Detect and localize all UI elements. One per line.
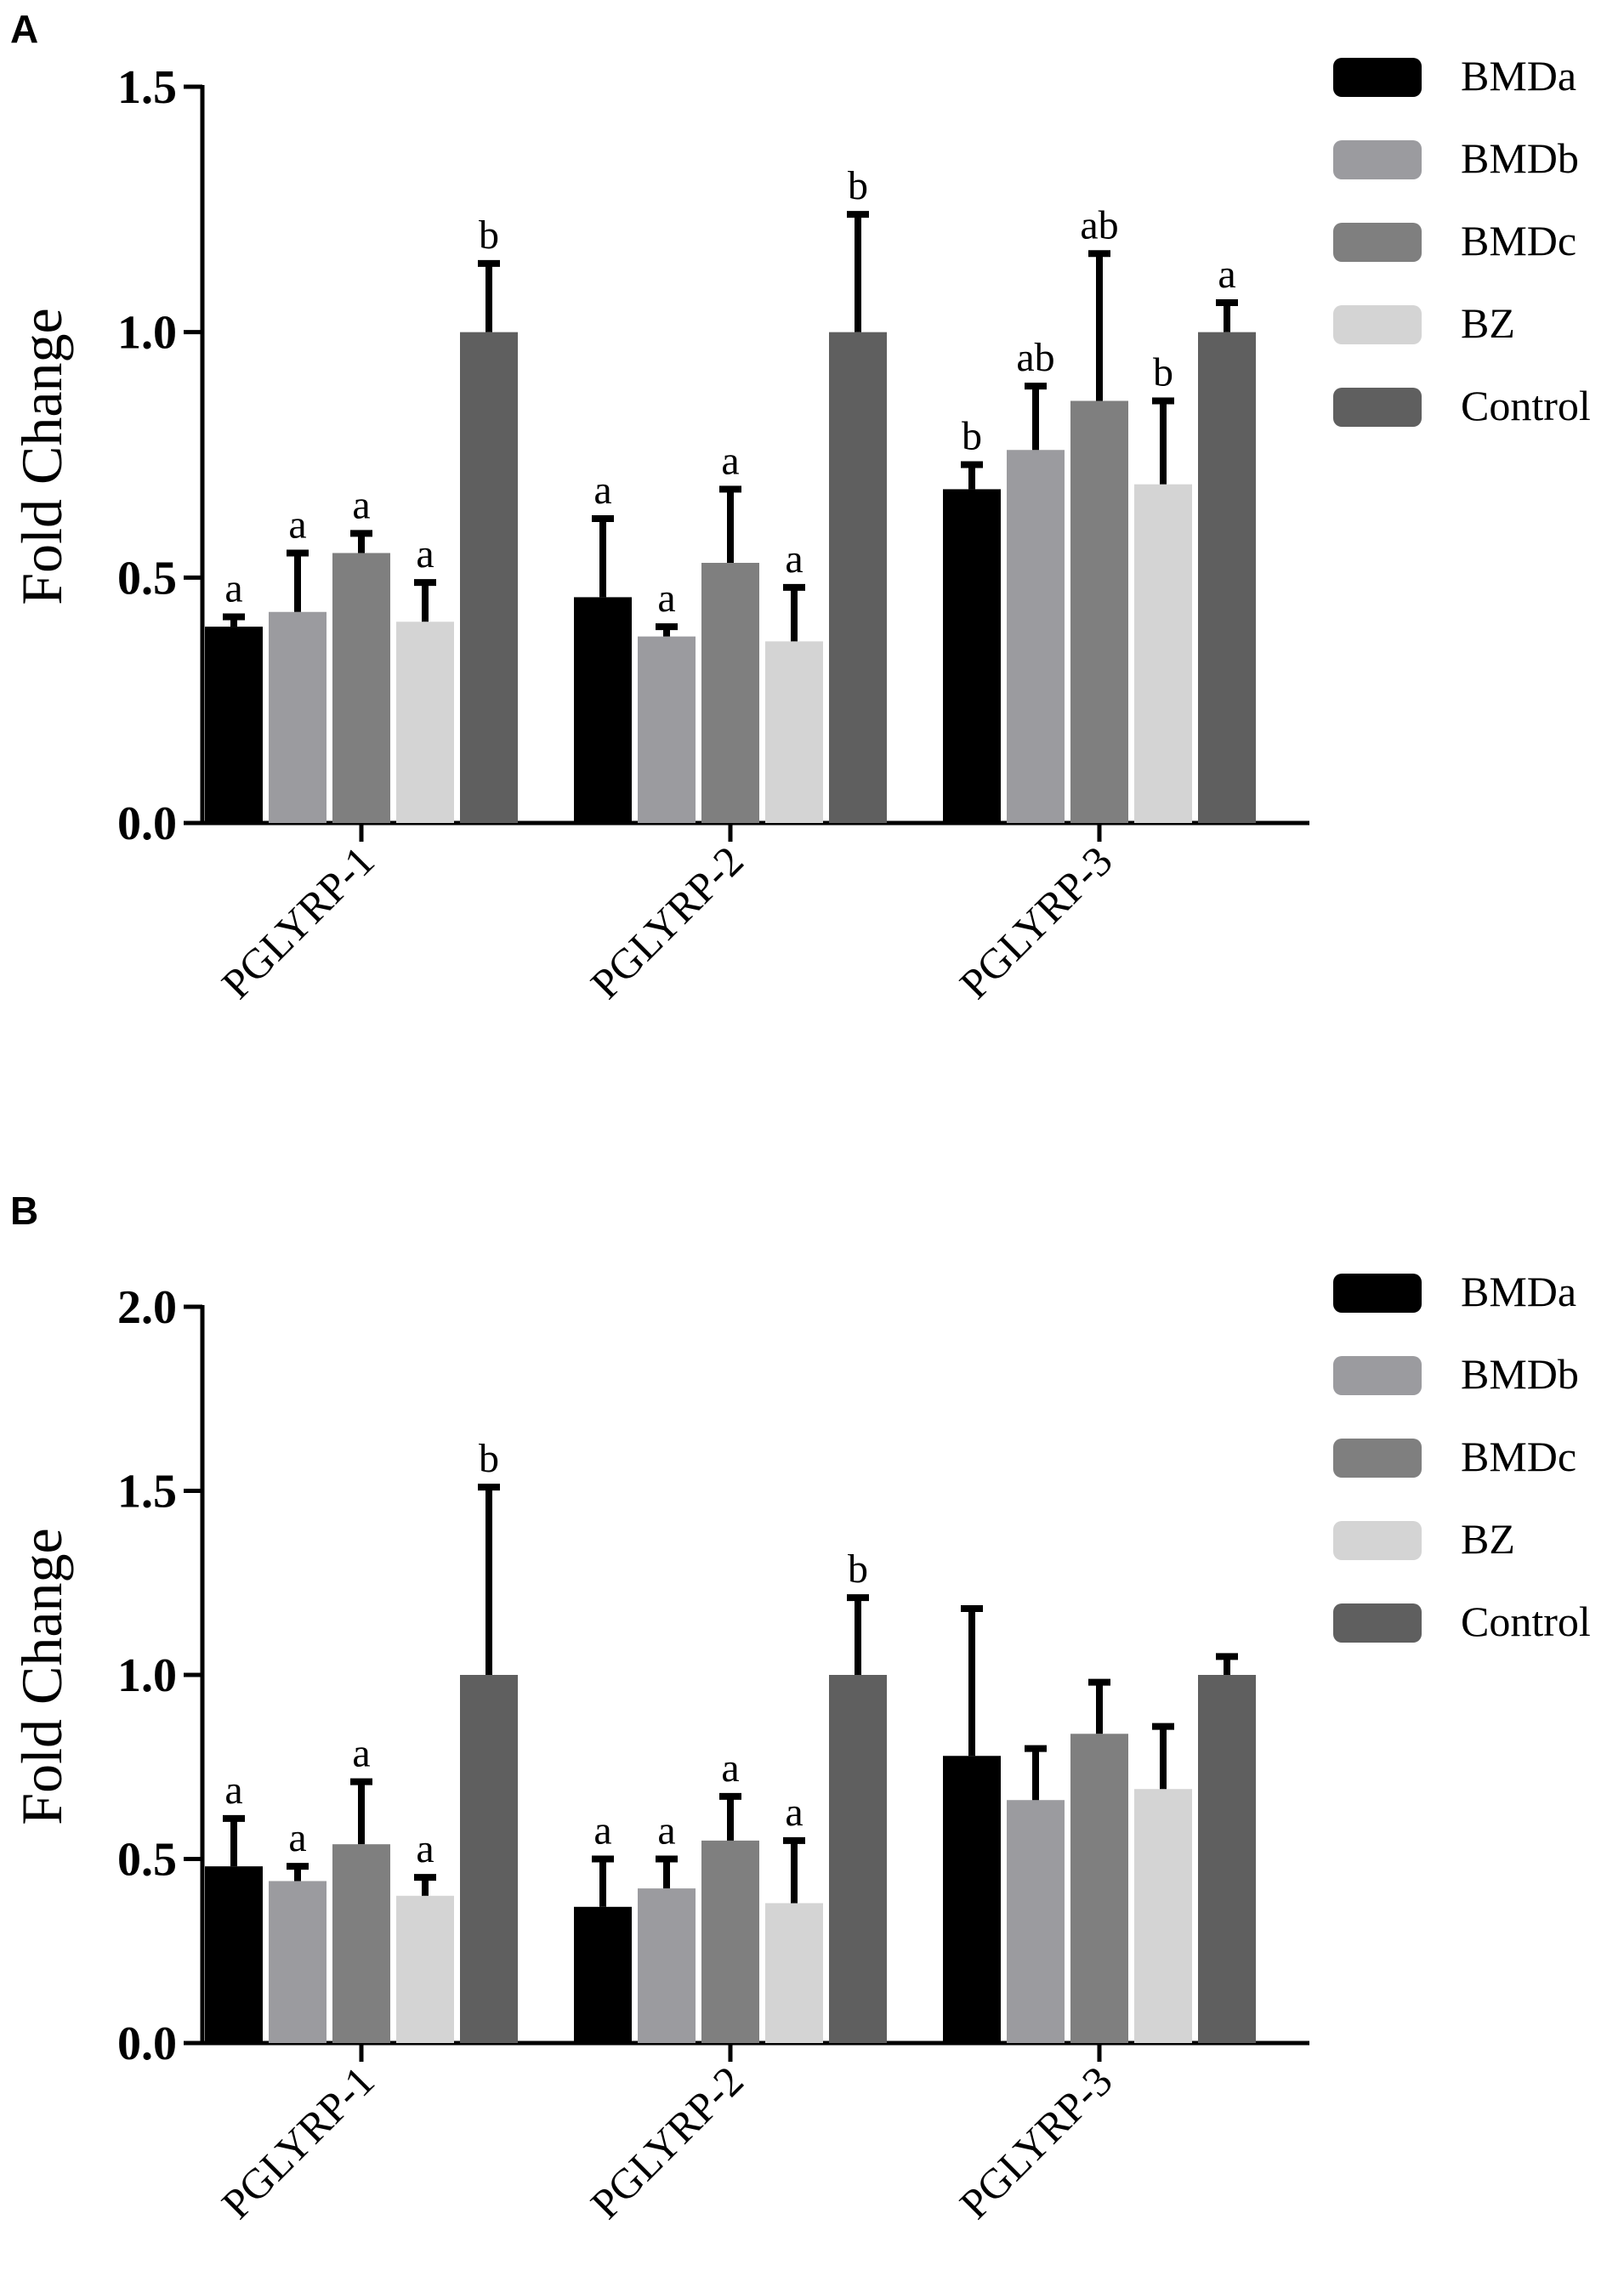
significance-label: a bbox=[224, 566, 242, 611]
bar-bmda bbox=[205, 1866, 263, 2043]
bar-bz bbox=[396, 622, 454, 823]
bar-bmdc bbox=[1070, 1734, 1128, 2043]
legend-swatch-bmdc bbox=[1333, 1439, 1422, 1478]
significance-label: a bbox=[416, 1826, 434, 1871]
bar-bmdb bbox=[638, 636, 696, 823]
y-tick-label: 0.5 bbox=[117, 1834, 177, 1887]
significance-label: a bbox=[1218, 252, 1235, 297]
bar-control bbox=[829, 332, 887, 824]
legend-swatch-bmda bbox=[1333, 1274, 1422, 1313]
legend-label: BMDb bbox=[1461, 1350, 1579, 1398]
bar-control bbox=[829, 1675, 887, 2043]
bar-bmdb bbox=[1007, 1800, 1065, 2043]
x-tick-label: PGLYRP-3 bbox=[951, 2057, 1121, 2228]
bar-bmda bbox=[943, 489, 1001, 823]
y-tick-label: 1.5 bbox=[117, 61, 177, 114]
y-tick-label: 1.0 bbox=[117, 1649, 177, 1702]
legend-label: BZ bbox=[1461, 1515, 1515, 1563]
bar-bmdc bbox=[701, 1840, 759, 2043]
y-tick-label: 0.5 bbox=[117, 552, 177, 604]
bar-control bbox=[1198, 332, 1256, 824]
significance-label: a bbox=[721, 1745, 739, 1791]
x-tick-label: PGLYRP-2 bbox=[582, 2057, 752, 2228]
legend-label: BMDa bbox=[1461, 1268, 1576, 1315]
legend-label: BMDc bbox=[1461, 217, 1576, 264]
legend-swatch-bz bbox=[1333, 305, 1422, 344]
legend-label: BZ bbox=[1461, 299, 1515, 347]
chart-panel-b: B 0.0 0.5 1.0 1.5 2.0 Fold Change PGLYRP-1 a a a a b… bbox=[9, 1189, 1591, 2228]
legend-swatch-control bbox=[1333, 1603, 1422, 1643]
bar-control bbox=[460, 332, 518, 824]
y-tick-label: 1.5 bbox=[117, 1466, 177, 1518]
legend-swatch-bmdc bbox=[1333, 223, 1422, 262]
legend-swatch-bz bbox=[1333, 1521, 1422, 1560]
significance-label: b bbox=[848, 1547, 868, 1592]
bar-bmdc bbox=[701, 563, 759, 823]
bar-control bbox=[460, 1675, 518, 2043]
panel-letter: B bbox=[10, 1189, 38, 1233]
bar-bz bbox=[1134, 484, 1192, 823]
legend-swatch-bmdb bbox=[1333, 1356, 1422, 1395]
bar-bz bbox=[1134, 1789, 1192, 2043]
significance-label: a bbox=[416, 531, 434, 576]
significance-label: a bbox=[288, 1815, 306, 1860]
significance-label: a bbox=[657, 1808, 675, 1853]
y-tick-label: 2.0 bbox=[117, 1281, 177, 1334]
bar-bmdb bbox=[1007, 450, 1065, 823]
significance-label: a bbox=[352, 1731, 370, 1776]
bar-bmda bbox=[205, 627, 263, 823]
y-tick-label: 1.0 bbox=[117, 307, 177, 360]
significance-label: b bbox=[1153, 349, 1173, 394]
bar-bmda bbox=[574, 597, 632, 823]
significance-label: a bbox=[352, 482, 370, 527]
legend-label: Control bbox=[1461, 1598, 1591, 1645]
significance-label: a bbox=[288, 502, 306, 547]
x-tick-label: PGLYRP-3 bbox=[951, 837, 1121, 1007]
bar-bmdc bbox=[332, 1844, 390, 2043]
significance-label: b bbox=[848, 163, 868, 208]
y-axis-title: Fold Change bbox=[9, 1528, 74, 1825]
bar-bmdb bbox=[638, 1888, 696, 2043]
significance-label: ab bbox=[1016, 335, 1054, 380]
bar-bmdb bbox=[269, 611, 327, 823]
bar-bmdc bbox=[332, 553, 390, 823]
bar-bmdb bbox=[269, 1881, 327, 2043]
significance-label: a bbox=[721, 438, 739, 483]
bar-bmda bbox=[943, 1756, 1001, 2043]
x-tick-label: PGLYRP-1 bbox=[213, 2057, 383, 2228]
significance-label: a bbox=[785, 1790, 803, 1835]
legend-label: Control bbox=[1461, 382, 1591, 429]
y-axis-title: Fold Change bbox=[9, 308, 74, 604]
x-tick-label: PGLYRP-1 bbox=[213, 837, 383, 1007]
legend-label: BMDb bbox=[1461, 134, 1579, 182]
significance-label: b bbox=[962, 414, 982, 459]
bar-bmda bbox=[574, 1906, 632, 2043]
y-tick-label: 0.0 bbox=[117, 2018, 177, 2070]
bar-bz bbox=[396, 1895, 454, 2043]
y-tick-label: 0.0 bbox=[117, 797, 177, 850]
significance-label: b bbox=[479, 213, 499, 258]
significance-label: a bbox=[593, 468, 611, 513]
legend-swatch-control bbox=[1333, 388, 1422, 427]
significance-label: a bbox=[657, 576, 675, 621]
bar-bmdc bbox=[1070, 400, 1128, 823]
panel-letter: A bbox=[10, 7, 38, 51]
bar-bz bbox=[765, 641, 823, 823]
legend-label: BMDc bbox=[1461, 1433, 1576, 1480]
significance-label: ab bbox=[1080, 202, 1118, 247]
significance-label: a bbox=[785, 536, 803, 582]
bar-bz bbox=[765, 1903, 823, 2043]
x-tick-label: PGLYRP-2 bbox=[582, 837, 752, 1007]
legend-label: BMDa bbox=[1461, 52, 1576, 99]
significance-label: a bbox=[224, 1768, 242, 1813]
legend-swatch-bmdb bbox=[1333, 140, 1422, 179]
legend-swatch-bmda bbox=[1333, 58, 1422, 97]
significance-label: a bbox=[593, 1808, 611, 1853]
significance-label: b bbox=[479, 1436, 499, 1481]
bar-control bbox=[1198, 1675, 1256, 2043]
